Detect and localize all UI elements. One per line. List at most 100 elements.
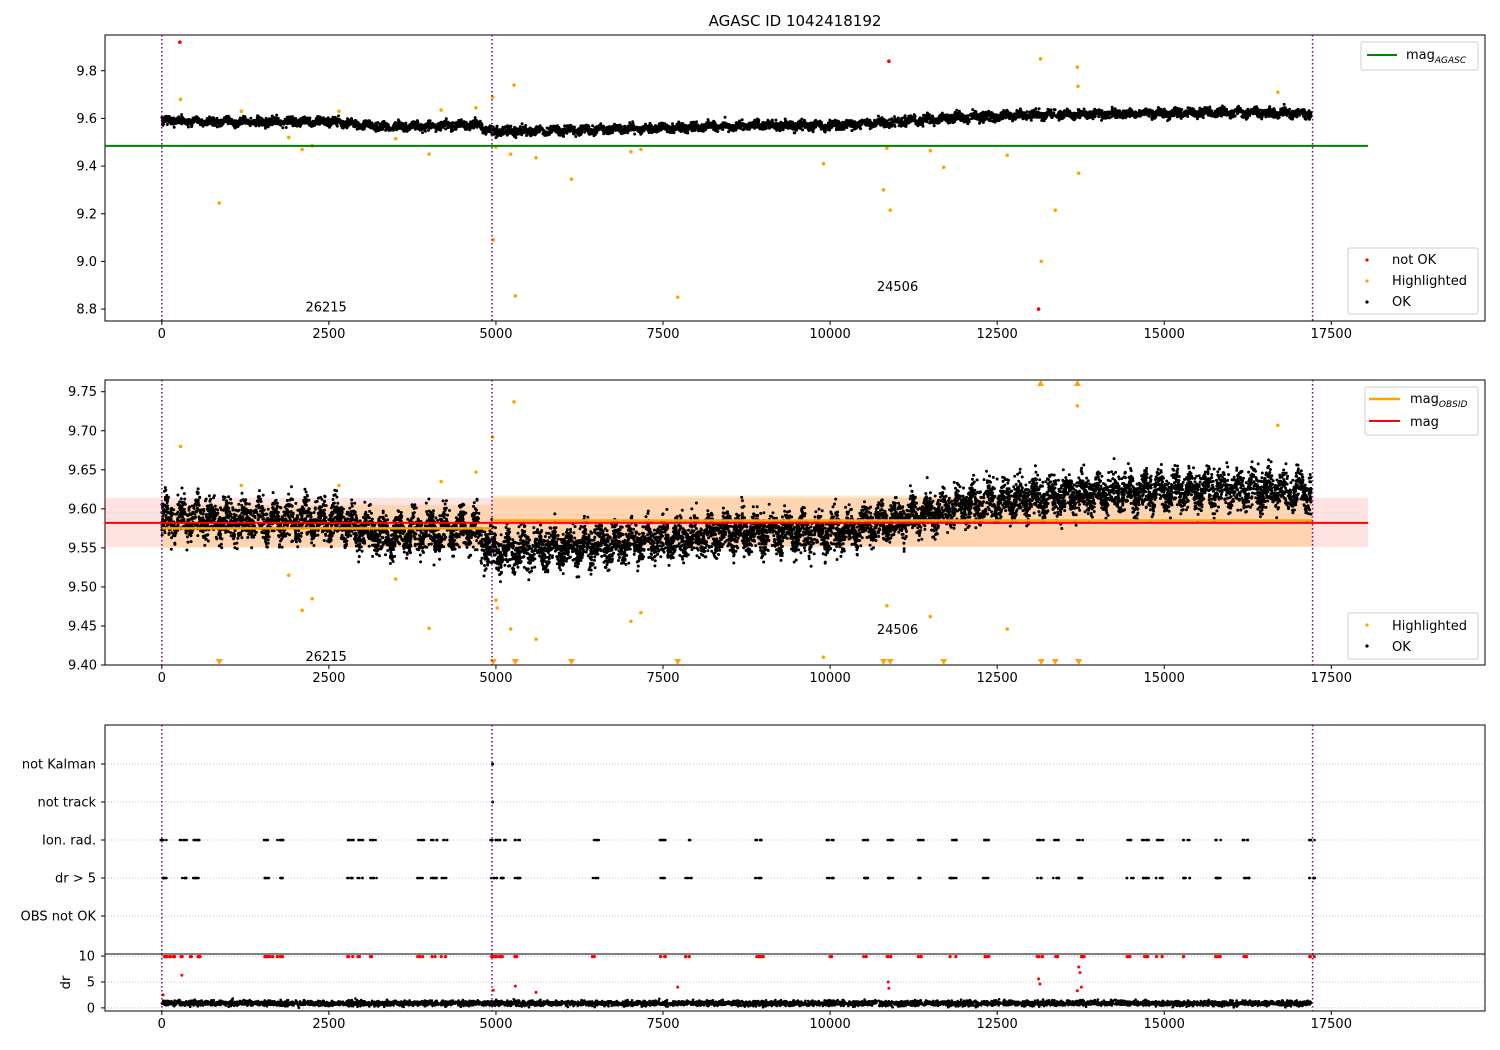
ok-point: [739, 125, 743, 129]
ok-point: [803, 118, 806, 122]
ok-point: [211, 121, 215, 125]
ok-point: [427, 128, 430, 132]
ok-point: [792, 131, 796, 135]
ok-point: [636, 126, 640, 130]
axes-frame: [104, 34, 1486, 322]
ok-point: [602, 132, 606, 136]
ok-point: [850, 129, 854, 133]
ok-point: [971, 108, 975, 112]
ok-point: [1097, 115, 1101, 119]
ok-point: [264, 116, 268, 120]
ok-point: [767, 126, 771, 130]
ok-point: [774, 118, 778, 122]
ok-point: [270, 114, 274, 118]
ok-point: [421, 131, 424, 135]
ok-point: [215, 125, 219, 129]
ok-point: [1100, 118, 1103, 122]
ok-point: [622, 126, 626, 130]
ok-point: [740, 118, 744, 122]
ok-point: [1163, 115, 1167, 119]
ok-point: [418, 128, 422, 132]
ok-point: [633, 132, 637, 136]
ok-point: [450, 129, 454, 133]
ok-point: [256, 116, 260, 120]
ok-point: [932, 124, 936, 128]
ok-point: [541, 128, 545, 132]
ok-point: [1042, 119, 1046, 123]
ok-point: [1258, 108, 1262, 112]
ok-point: [664, 128, 668, 131]
y-tick-label: 9.2: [76, 207, 97, 222]
ok-point: [240, 122, 244, 126]
ok-point: [577, 133, 581, 136]
ok-point: [674, 128, 678, 132]
ok-point: [1082, 107, 1086, 111]
ok-point: [951, 121, 955, 125]
ok-point: [346, 117, 349, 121]
y-tick-label: 8.8: [76, 303, 97, 318]
ok-point: [751, 121, 755, 125]
ok-point: [876, 114, 880, 118]
ok-point: [1025, 110, 1029, 114]
x-tick-label: 15000: [1144, 327, 1185, 342]
ok-point: [721, 128, 725, 131]
ok-point: [631, 120, 635, 124]
ok-point: [756, 120, 760, 123]
ok-point: [337, 114, 340, 118]
ok-point: [471, 120, 475, 124]
ok-point: [249, 116, 253, 120]
x-tick-label: 12500: [976, 327, 1017, 342]
ok-point: [430, 125, 434, 129]
top-magnitude-panel: 0 2500 5000 7500 10000 12500 15000 175008.89.09…: [76, 34, 1486, 342]
top-data-layer: 0 2500 5000 7500 10000 12500 15000 175008.89.09…: [76, 34, 1486, 342]
ok-point: [1121, 109, 1125, 113]
ok-point: [434, 130, 438, 133]
ok-point: [1002, 110, 1005, 114]
ok-point: [1195, 117, 1199, 121]
ok-point: [874, 122, 878, 126]
ok-point: [611, 131, 615, 135]
ok-point: [1100, 115, 1104, 119]
ok-point: [1156, 106, 1160, 109]
ok-point: [1175, 115, 1179, 119]
ok-point: [786, 126, 790, 130]
x-tick-label: 10000: [809, 327, 850, 342]
ok-point: [1011, 119, 1015, 123]
ok-point: [1233, 114, 1237, 118]
ok-point: [591, 124, 595, 128]
ok-point: [1034, 107, 1038, 111]
ok-point: [165, 123, 169, 126]
ok-point: [656, 128, 660, 132]
ok-point: [623, 131, 626, 135]
y-tick-label: 9.8: [76, 64, 97, 79]
ok-point: [221, 119, 225, 123]
ok-point: [828, 118, 832, 122]
ok-point: [472, 126, 476, 130]
ok-point: [275, 113, 279, 117]
y-tick-label: 9.4: [76, 160, 97, 175]
ok-point: [473, 116, 477, 120]
ok-point: [438, 121, 442, 125]
ok-point: [444, 127, 448, 131]
ok-point: [309, 121, 313, 125]
ok-point: [423, 129, 427, 133]
x-tick-label: 5000: [479, 327, 512, 342]
ok-point: [335, 124, 339, 128]
ok-point: [1071, 112, 1075, 116]
ok-point: [854, 126, 858, 130]
ok-point: [1073, 114, 1077, 118]
ok-point: [988, 119, 991, 122]
ok-point: [1020, 115, 1024, 119]
ok-point: [193, 116, 197, 120]
ok-point: [647, 131, 651, 135]
ok-point: [572, 132, 576, 136]
ok-point: [1218, 109, 1222, 113]
ok-point: [1077, 109, 1081, 113]
ok-point: [1037, 107, 1041, 111]
x-tick-label: 7500: [646, 327, 679, 342]
ok-point: [396, 126, 399, 130]
ok-point: [1241, 115, 1245, 119]
ok-point: [574, 135, 578, 138]
x-tick-label: 2500: [312, 327, 345, 342]
ok-point: [1018, 115, 1021, 119]
